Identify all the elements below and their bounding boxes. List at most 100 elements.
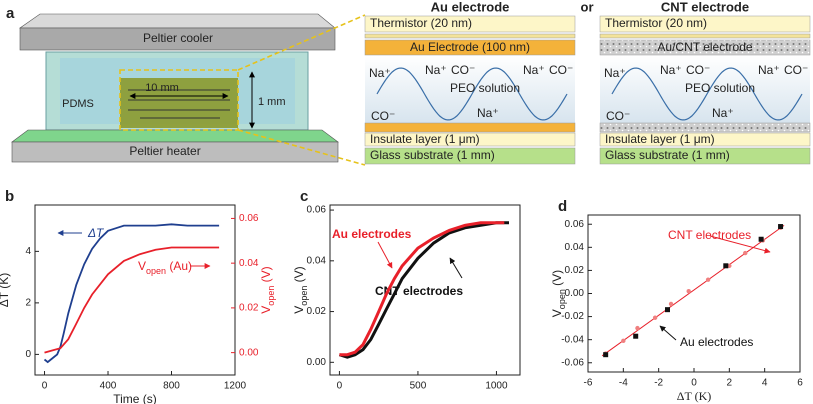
data-point: [743, 250, 748, 256]
data-point: [635, 325, 640, 331]
fit-line: [601, 224, 785, 357]
cooler-label: Peltier cooler: [143, 31, 213, 45]
or-label: or: [581, 0, 594, 14]
zoom-box: [119, 69, 239, 131]
ion-label: Na⁺: [523, 63, 545, 77]
layer: [364, 15, 576, 33]
heater-top: [11, 129, 339, 143]
data-line: [43, 223, 220, 364]
layer: [599, 132, 811, 147]
ion-label: CO⁻: [606, 109, 630, 123]
x-tick-label: 1200: [224, 381, 247, 392]
annotation-arrow: [709, 235, 771, 254]
y-tick-label: 0.06: [307, 205, 327, 216]
ion-label: CO⁻: [549, 63, 573, 77]
data-point: [652, 315, 658, 320]
zoom-line: [237, 14, 366, 71]
y-tick-label: 0: [25, 349, 31, 360]
solution: [600, 56, 810, 123]
ion-label: CO⁻: [686, 63, 710, 77]
heater-front: [11, 141, 339, 163]
ion-label: Na⁺: [660, 63, 682, 77]
ion-label: CO⁻: [371, 109, 395, 123]
data-point: [621, 338, 626, 344]
layer: [599, 15, 811, 33]
y-tick-label: 0.04: [565, 242, 585, 253]
x-tick-label: 0: [691, 378, 697, 389]
plot-frame: [34, 204, 236, 376]
y2-axis-label-part: open: [266, 286, 276, 306]
stack-title: CNT electrode: [661, 0, 749, 14]
panel-label: a: [6, 5, 15, 22]
electrode-lines: [128, 89, 230, 119]
x-tick-label: -4: [619, 378, 628, 389]
x-tick-label: 800: [163, 381, 180, 392]
series-label-part: V: [138, 259, 146, 273]
data-point: [633, 333, 639, 339]
x-tick-label: 400: [100, 381, 117, 392]
data-point: [723, 263, 729, 269]
annotation-arrow: [449, 257, 463, 279]
series-label: Vopen (Au): [138, 259, 192, 276]
layer: [364, 132, 576, 147]
y-tick-label: 0.00: [307, 357, 327, 368]
layer-label: Insulate layer (1 μm): [370, 132, 480, 146]
data-point: [686, 288, 691, 294]
ion-label: Na⁺: [369, 66, 391, 80]
y-axis-label-part: V: [292, 306, 306, 314]
series-label-part: (Au): [166, 259, 192, 273]
x-tick-label: -2: [654, 378, 663, 389]
height-label: 1 mm: [258, 96, 286, 108]
y-tick-label: 0.02: [307, 306, 327, 317]
device-illustration: Peltier cooler Peltier heater PDMS 10 mm…: [11, 13, 366, 166]
y2-tick-label: 0.02: [239, 303, 259, 314]
x-tick-label: 6: [797, 378, 803, 389]
y-axis-label: Vopen (V): [550, 270, 567, 317]
y-tick-label: 0.00: [565, 288, 585, 299]
y2-tick-label: 0.00: [239, 347, 259, 358]
panel-label: c: [300, 188, 308, 205]
y-axis-label-part: open: [299, 286, 309, 306]
layer-label: Glass substrate (1 mm): [370, 148, 495, 162]
series-label: ΔT: [87, 226, 105, 240]
layer: [364, 33, 576, 39]
data-point: [778, 224, 784, 230]
x-tick-label: 0: [337, 381, 343, 392]
layer: [364, 122, 576, 133]
y-axis-label-part: (V): [550, 270, 564, 289]
annotation-arrow: [377, 241, 393, 269]
y-tick-label: 4: [25, 246, 31, 257]
data-point: [665, 307, 670, 313]
y2-axis-label-part: (V): [259, 266, 273, 285]
layer-label: Thermistor (20 nm): [370, 16, 472, 30]
data-point: [705, 277, 711, 282]
y-tick-label: 2: [25, 298, 31, 309]
y-tick-label: -0.06: [561, 357, 584, 368]
series-label: Au electrodes: [680, 335, 753, 349]
y-tick-label: 0.02: [565, 265, 585, 276]
ion-wave: [611, 67, 803, 121]
panel-label: b: [5, 188, 14, 205]
series-label: CNT electrodes: [668, 228, 751, 242]
y2-axis-label: Vopen (V): [259, 266, 276, 313]
y-tick-label: 0.06: [565, 219, 585, 230]
plot-frame: [329, 204, 521, 376]
zoom-line: [237, 129, 366, 166]
layer: [599, 122, 811, 133]
series-label: CNT electrodes: [375, 284, 463, 298]
panel-label: d: [558, 198, 567, 215]
stack-title: Au electrode: [431, 0, 510, 14]
y-axis-label-part: V: [550, 309, 564, 317]
ion-wave: [376, 67, 568, 121]
cooler-front: [19, 27, 336, 51]
cooler-top: [19, 13, 336, 29]
ion-label: Na⁺: [604, 66, 626, 80]
ion-label: CO⁻: [451, 63, 475, 77]
layer: [599, 147, 811, 165]
layer-label: Au/CNT electrode: [657, 40, 752, 54]
y2-tick-label: 0.04: [239, 258, 259, 269]
data-line: [44, 246, 220, 354]
solution-label: PEO solution: [685, 81, 755, 95]
y-tick-label: -0.02: [561, 311, 584, 322]
